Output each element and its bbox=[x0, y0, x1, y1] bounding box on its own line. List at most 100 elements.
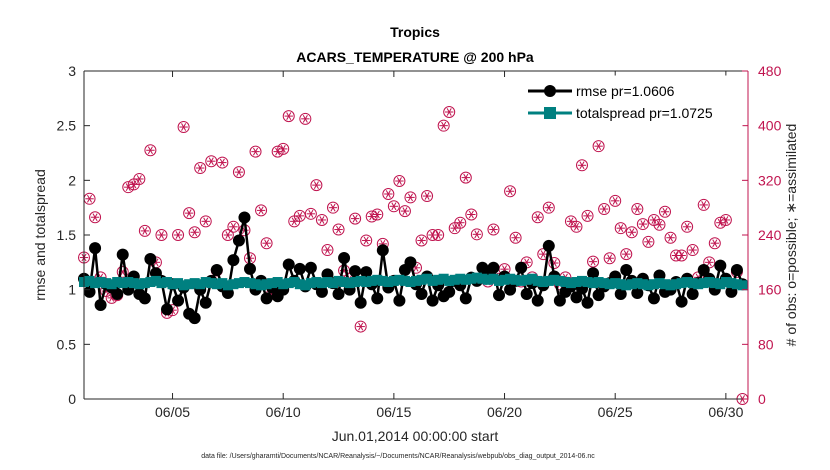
totalspread-point bbox=[488, 273, 499, 284]
totalspread-point bbox=[648, 279, 659, 290]
totalspread-point bbox=[305, 278, 316, 289]
obs-count-point bbox=[138, 224, 151, 237]
obs-count-point bbox=[659, 205, 671, 218]
obs-assimilated-star bbox=[302, 114, 308, 123]
rmse-point bbox=[116, 248, 129, 261]
obs-possible-circle bbox=[194, 162, 207, 175]
totalspread-point bbox=[394, 274, 405, 285]
totalspread-point bbox=[366, 275, 377, 286]
obs-assimilated-star bbox=[435, 231, 441, 239]
totalspread-point bbox=[516, 275, 527, 286]
totalspread-point bbox=[709, 278, 720, 289]
rmse-point bbox=[282, 258, 295, 271]
totalspread-point bbox=[577, 275, 587, 286]
x-tick-label: 06/30 bbox=[708, 404, 743, 420]
obs-assimilated-star bbox=[419, 236, 425, 245]
obs-assimilated-star bbox=[175, 231, 181, 239]
obs-possible-circle bbox=[260, 237, 273, 250]
obs-count-point bbox=[437, 119, 450, 132]
obs-assimilated-star bbox=[601, 205, 607, 213]
x-ticks: 06/05 06/10 06/15 06/20 06/25 06/30 bbox=[155, 71, 744, 420]
totalspread-point bbox=[693, 279, 704, 290]
obs-assimilated-star bbox=[640, 220, 646, 228]
totalspread-point bbox=[615, 279, 626, 290]
x-tick-label: 06/15 bbox=[376, 404, 411, 420]
rmse-point bbox=[138, 292, 151, 305]
obs-count-point bbox=[470, 228, 483, 241]
obs-count-point bbox=[321, 244, 334, 257]
obs-count-point bbox=[332, 223, 345, 236]
totalspread-point bbox=[411, 275, 421, 286]
obs-assimilated-star bbox=[142, 227, 148, 235]
obs-assimilated-star bbox=[596, 142, 602, 151]
obs-count-point bbox=[315, 213, 328, 226]
totalspread-point bbox=[731, 279, 742, 290]
obs-possible-circle bbox=[576, 159, 588, 172]
totalspread-point bbox=[549, 274, 560, 285]
obs-possible-circle bbox=[659, 205, 671, 218]
obs-count-point bbox=[371, 208, 384, 221]
totalspread-point bbox=[471, 272, 482, 283]
y-ticks-left: 0 0.5 1 1.5 2 2.5 3 bbox=[57, 63, 90, 407]
totalspread-point bbox=[505, 273, 516, 284]
obs-possible-circle bbox=[327, 201, 339, 214]
obs-possible-circle bbox=[144, 144, 157, 157]
obs-possible-circle bbox=[531, 211, 544, 224]
obs-count-point bbox=[271, 145, 284, 158]
totalspread-point bbox=[455, 273, 466, 284]
totalspread-point bbox=[145, 277, 156, 288]
obs-count-point bbox=[531, 211, 544, 224]
rmse-point bbox=[542, 239, 555, 252]
obs-possible-circle bbox=[122, 181, 135, 194]
obs-count-point bbox=[183, 207, 196, 220]
totalspread-point bbox=[173, 278, 184, 289]
obs-possible-circle bbox=[636, 218, 649, 231]
obs-count-point bbox=[349, 212, 362, 225]
totalspread-point bbox=[222, 280, 233, 291]
obs-possible-circle bbox=[459, 171, 472, 184]
x-axis-label: Jun.01,2014 00:00:00 start bbox=[332, 428, 499, 444]
totalspread-point bbox=[112, 277, 123, 288]
rmse-point bbox=[686, 288, 699, 301]
obs-possible-circle bbox=[642, 235, 655, 248]
y-tick-label-left: 3 bbox=[68, 63, 76, 79]
rmse-point bbox=[459, 292, 472, 305]
rmse-point bbox=[620, 263, 633, 276]
obs-assimilated-star bbox=[192, 228, 198, 237]
obs-possible-circle bbox=[470, 228, 483, 241]
rmse-point bbox=[531, 294, 544, 307]
rmse-point bbox=[332, 288, 345, 301]
legend-rmse-label: rmse pr=1.0606 bbox=[576, 83, 675, 99]
totalspread-point bbox=[554, 275, 565, 286]
obs-assimilated-star bbox=[656, 220, 662, 229]
obs-assimilated-star bbox=[253, 147, 259, 156]
obs-count-point bbox=[172, 229, 185, 241]
obs-assimilated-star bbox=[407, 193, 413, 202]
obs-possible-circle bbox=[581, 209, 594, 222]
obs-count-point bbox=[398, 205, 411, 218]
obs-count-point bbox=[598, 203, 611, 216]
totalspread-point bbox=[178, 280, 189, 291]
rmse-point bbox=[315, 285, 328, 298]
rmse-point bbox=[675, 295, 688, 308]
rmse-point bbox=[144, 253, 157, 266]
obs-possible-circle bbox=[570, 220, 583, 233]
obs-assimilated-star bbox=[585, 211, 591, 220]
rmse-point bbox=[188, 312, 201, 325]
rmse-point bbox=[199, 296, 212, 309]
obs-count-point bbox=[277, 142, 290, 155]
obs-assimilated-star bbox=[546, 203, 552, 212]
totalspread-point bbox=[101, 278, 112, 289]
obs-possible-circle bbox=[227, 220, 240, 233]
rmse-point bbox=[714, 259, 727, 272]
totalspread-point bbox=[582, 277, 593, 288]
obs-possible-circle bbox=[432, 229, 445, 241]
obs-possible-circle bbox=[681, 220, 694, 233]
totalspread-point bbox=[737, 280, 748, 291]
obs-count-point bbox=[487, 223, 500, 236]
obs-count-point bbox=[681, 220, 694, 233]
rmse-point bbox=[426, 294, 439, 307]
obs-count-point bbox=[133, 172, 146, 185]
totalspread-point bbox=[676, 278, 687, 289]
obs-count-point bbox=[675, 249, 688, 262]
